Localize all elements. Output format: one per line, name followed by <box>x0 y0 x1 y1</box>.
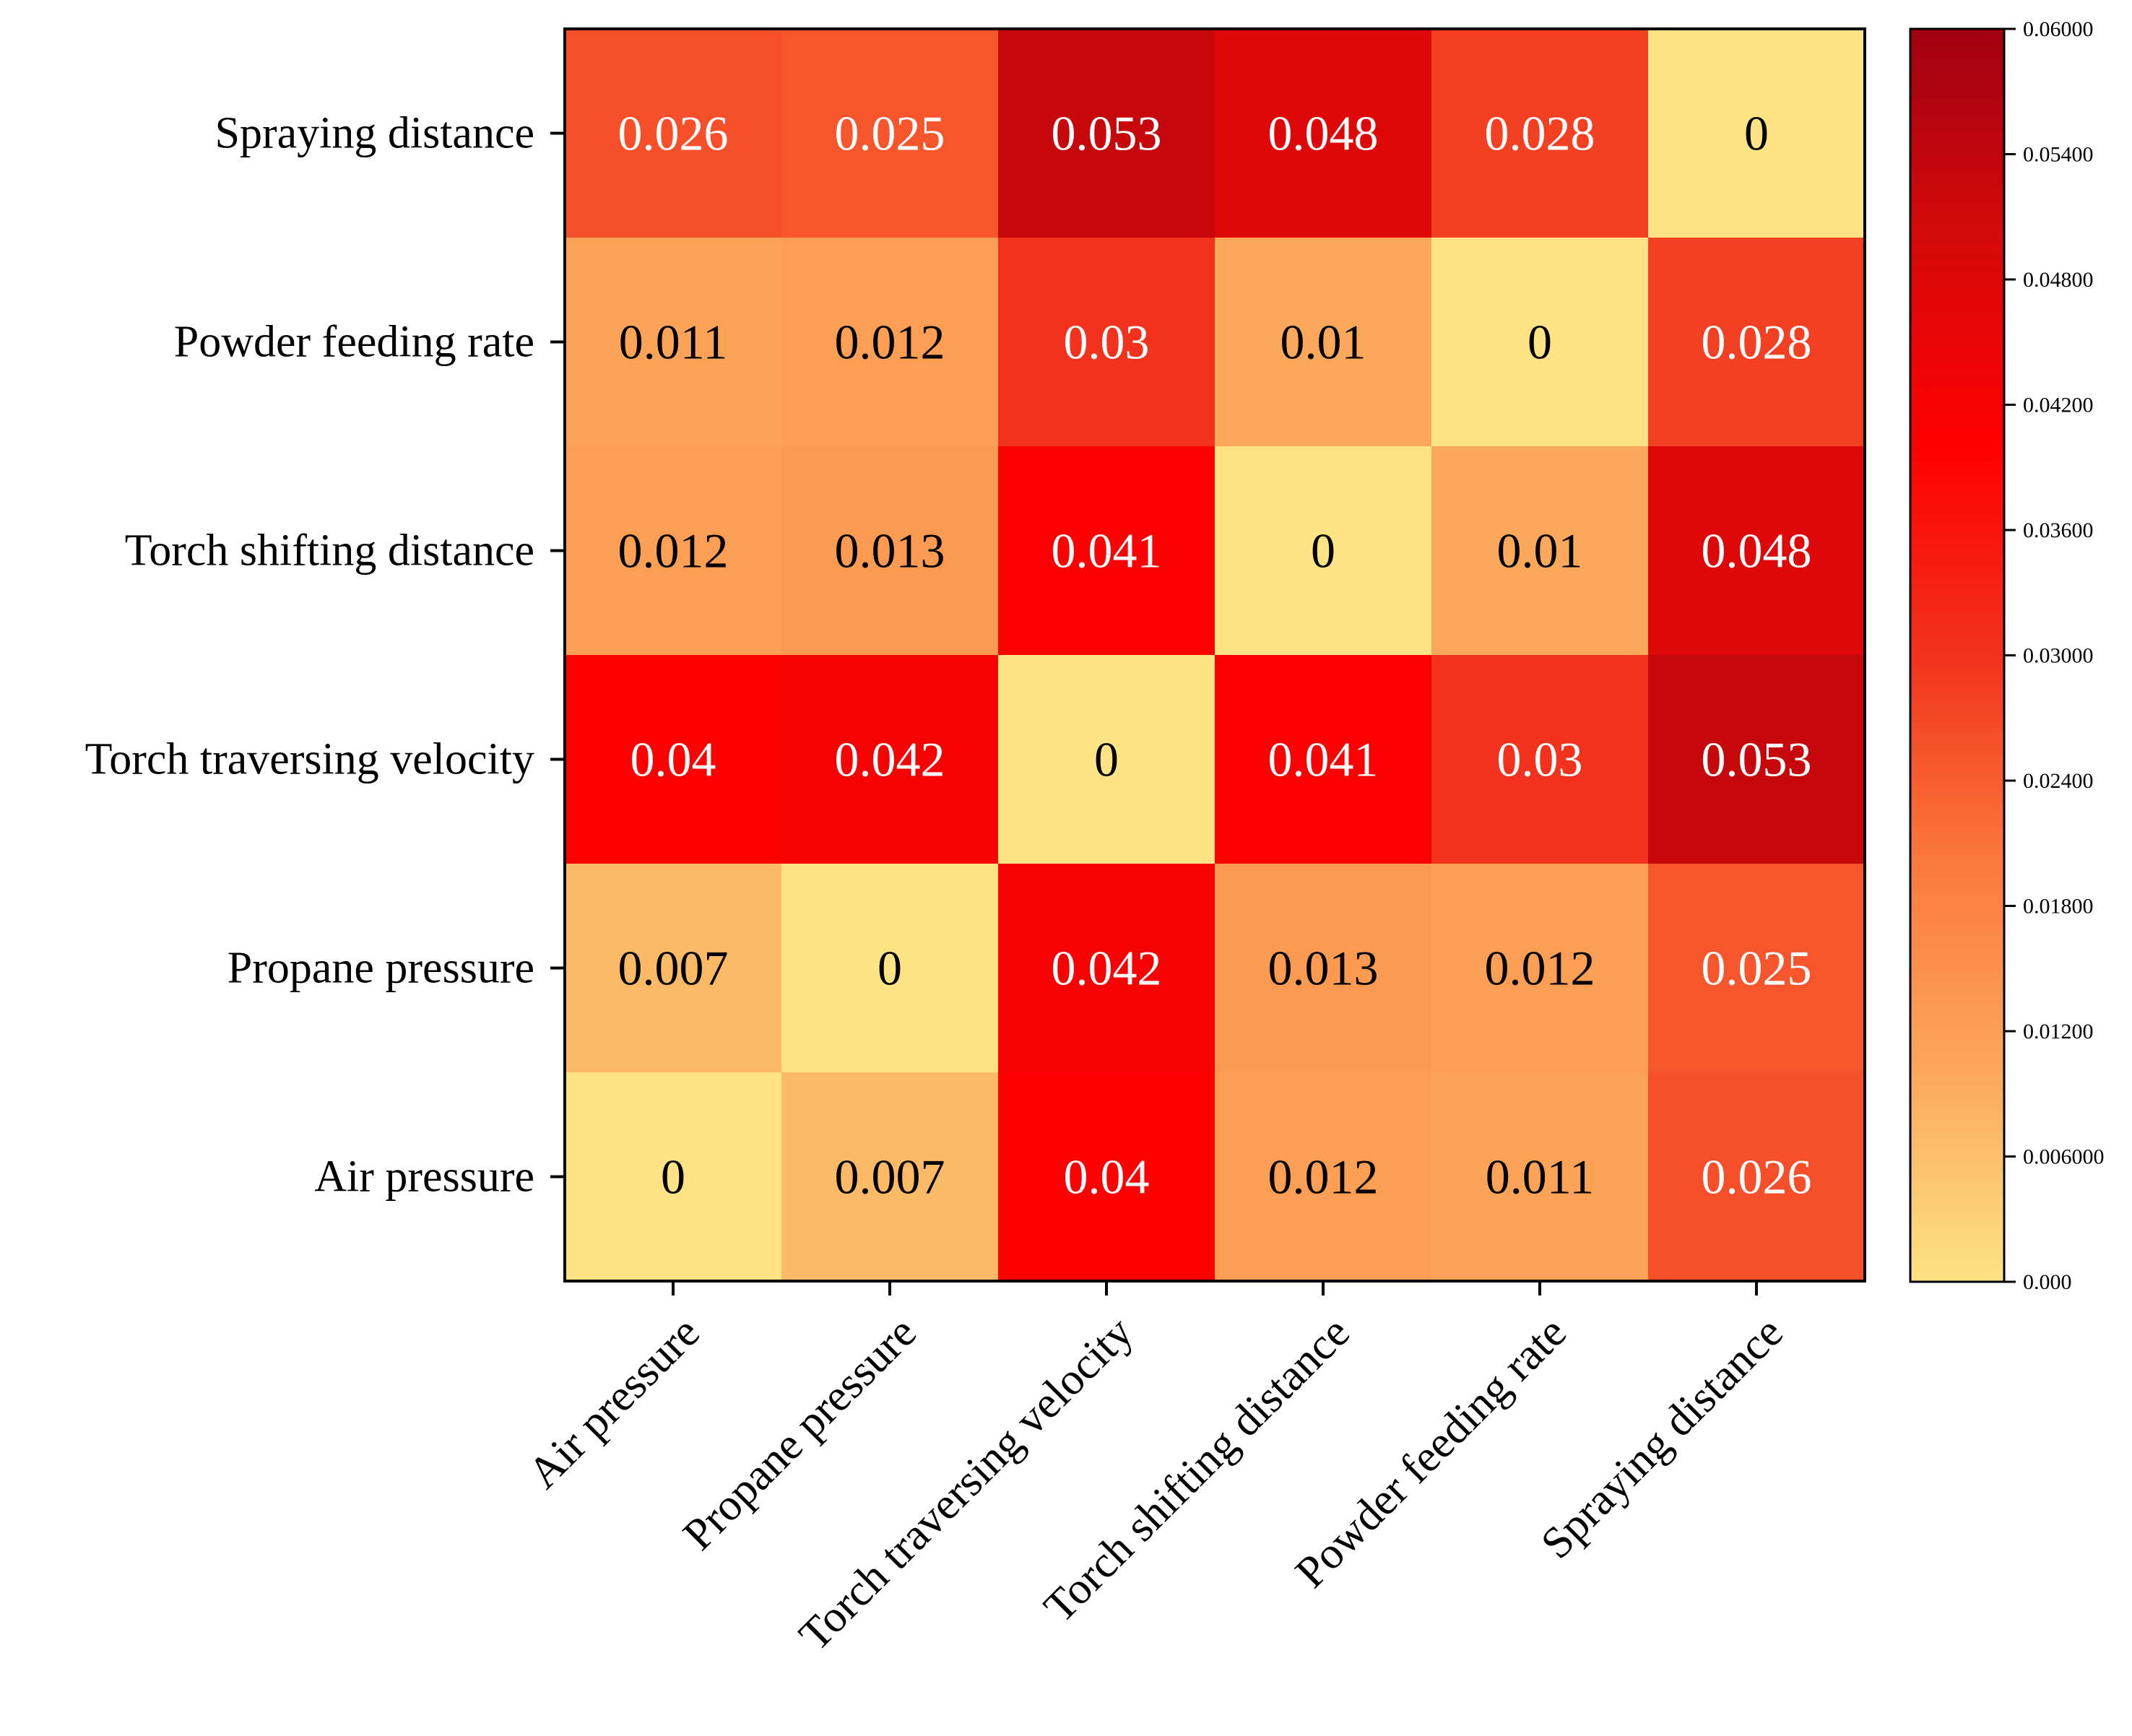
heatmap-cell <box>998 29 1216 238</box>
heatmap-cell <box>565 655 782 864</box>
y-tick-label: Spraying distance <box>214 109 534 158</box>
cell-value-label: 0 <box>1744 106 1769 161</box>
colorbar-tick-label: 0.04200 <box>2023 394 2094 417</box>
cell-value-label: 0.012 <box>835 315 945 370</box>
heatmap-cell <box>998 446 1216 656</box>
heatmap-cell <box>565 1072 782 1282</box>
colorbar-tick-label: 0.03000 <box>2023 644 2094 668</box>
cell-value-label: 0.011 <box>619 315 727 370</box>
heatmap-cell <box>1431 238 1649 447</box>
heatmap-cell <box>998 864 1216 1073</box>
colorbar-tick-label: 0.006000 <box>2023 1145 2105 1169</box>
heatmap-cell <box>1215 446 1432 656</box>
cell-value-label: 0.03 <box>1064 315 1150 370</box>
heatmap-cell <box>1215 29 1432 238</box>
heatmap-cell <box>781 1072 999 1282</box>
cell-value-label: 0.01 <box>1497 524 1583 578</box>
cell-value-label: 0.048 <box>1702 524 1812 578</box>
y-tick-label: Torch traversing velocity <box>85 735 534 784</box>
colorbar-tick-label: 0.02400 <box>2023 769 2094 793</box>
cell-value-label: 0.041 <box>1052 524 1162 578</box>
heatmap-cell <box>1215 864 1432 1073</box>
heatmap-cell <box>998 238 1216 447</box>
cell-value-label: 0.01 <box>1280 315 1366 370</box>
heatmap-cell <box>781 864 999 1073</box>
cell-value-label: 0 <box>878 941 902 996</box>
cell-value-label: 0.04 <box>1064 1150 1150 1205</box>
cell-value-label: 0.041 <box>1268 732 1379 787</box>
heatmap-cell <box>781 29 999 238</box>
cell-value-label: 0.053 <box>1702 732 1812 787</box>
colorbar-tick-label: 0.04800 <box>2023 268 2094 292</box>
heatmap-cells: 0.026 0.025 0.053 0.048 0.028 0 0.011 0.012 0.03… <box>565 29 1866 1282</box>
cell-value-label: 0.025 <box>1702 941 1812 996</box>
x-tick-label: Propane pressure <box>674 1308 926 1560</box>
colorbar-tick-label: 0.06000 <box>2023 17 2094 41</box>
cell-value-label: 0.007 <box>618 941 729 996</box>
heatmap-cell <box>1431 864 1649 1073</box>
heatmap-cell <box>1648 864 1866 1073</box>
y-tick-label: Propane pressure <box>228 944 534 993</box>
cell-value-label: 0.04 <box>630 732 716 787</box>
colorbar: 0.000 0.006000 0.01200 0.01800 0.02400 0.0300… <box>1909 17 2105 1294</box>
heatmap-cell <box>998 655 1216 864</box>
y-tick-label: Powder feeding rate <box>174 318 534 367</box>
cell-value-label: 0.026 <box>1702 1150 1812 1205</box>
heatmap-cell <box>565 238 782 447</box>
heatmap-cell <box>1648 446 1866 656</box>
plot-frame <box>563 27 1866 1283</box>
heatmap-cell <box>998 1072 1216 1282</box>
heatmap-cell <box>1215 655 1432 864</box>
cell-value-label: 0 <box>1311 524 1335 578</box>
heatmap-cell <box>1648 29 1866 238</box>
heatmap-cell <box>1431 1072 1649 1282</box>
cell-value-label: 0.011 <box>1486 1150 1594 1205</box>
colorbar-tick-label: 0.03600 <box>2023 518 2094 542</box>
heatmap-cell <box>781 238 999 447</box>
y-tick-label: Torch shifting distance <box>125 526 534 576</box>
cell-value-label: 0.013 <box>835 524 945 578</box>
cell-value-label: 0.042 <box>1052 941 1162 996</box>
cell-value-label: 0.012 <box>1485 941 1595 996</box>
y-axis: Spraying distance Powder feeding rate Torc… <box>85 109 565 1202</box>
cell-value-label: 0.042 <box>835 732 945 787</box>
heatmap-cell <box>1215 238 1432 447</box>
cell-value-label: 0.053 <box>1052 106 1162 161</box>
colorbar-tick-label: 0.000 <box>2023 1270 2072 1294</box>
cell-value-label: 0.025 <box>835 106 945 161</box>
cell-value-label: 0.03 <box>1497 732 1583 787</box>
heatmap-cell <box>781 446 999 656</box>
heatmap-cell <box>565 446 782 656</box>
cell-value-label: 0.048 <box>1268 106 1379 161</box>
cell-value-label: 0 <box>661 1150 685 1205</box>
heatmap-cell <box>1648 1072 1866 1282</box>
cell-value-label: 0.028 <box>1702 315 1812 370</box>
heatmap-cell <box>1648 238 1866 447</box>
heatmap-cell <box>1431 446 1649 656</box>
colorbar-tick-label: 0.01200 <box>2023 1020 2094 1043</box>
x-tick-label: Air pressure <box>519 1308 709 1498</box>
cell-value-label: 0 <box>1528 315 1552 370</box>
heatmap-cell <box>1215 1072 1432 1282</box>
colorbar-tick-label: 0.01800 <box>2023 895 2094 919</box>
heatmap-cell <box>1648 655 1866 864</box>
colorbar-tick-label: 0.05400 <box>2023 143 2094 167</box>
cell-value-label: 0.013 <box>1268 941 1379 996</box>
cell-value-label: 0.007 <box>835 1150 945 1205</box>
heatmap-cell <box>565 864 782 1073</box>
heatmap-cell <box>565 29 782 238</box>
cell-value-label: 0.012 <box>618 524 729 578</box>
cell-value-label: 0.026 <box>618 106 729 161</box>
heatmap-cell <box>1431 655 1649 864</box>
cell-value-label: 0.012 <box>1268 1150 1379 1205</box>
y-tick-label: Air pressure <box>314 1153 534 1202</box>
cell-value-label: 0.028 <box>1485 106 1595 161</box>
cell-value-label: 0 <box>1094 732 1119 787</box>
colorbar-bar <box>1909 27 2006 1283</box>
heatmap-cell <box>1431 29 1649 238</box>
heatmap-cell <box>781 655 999 864</box>
